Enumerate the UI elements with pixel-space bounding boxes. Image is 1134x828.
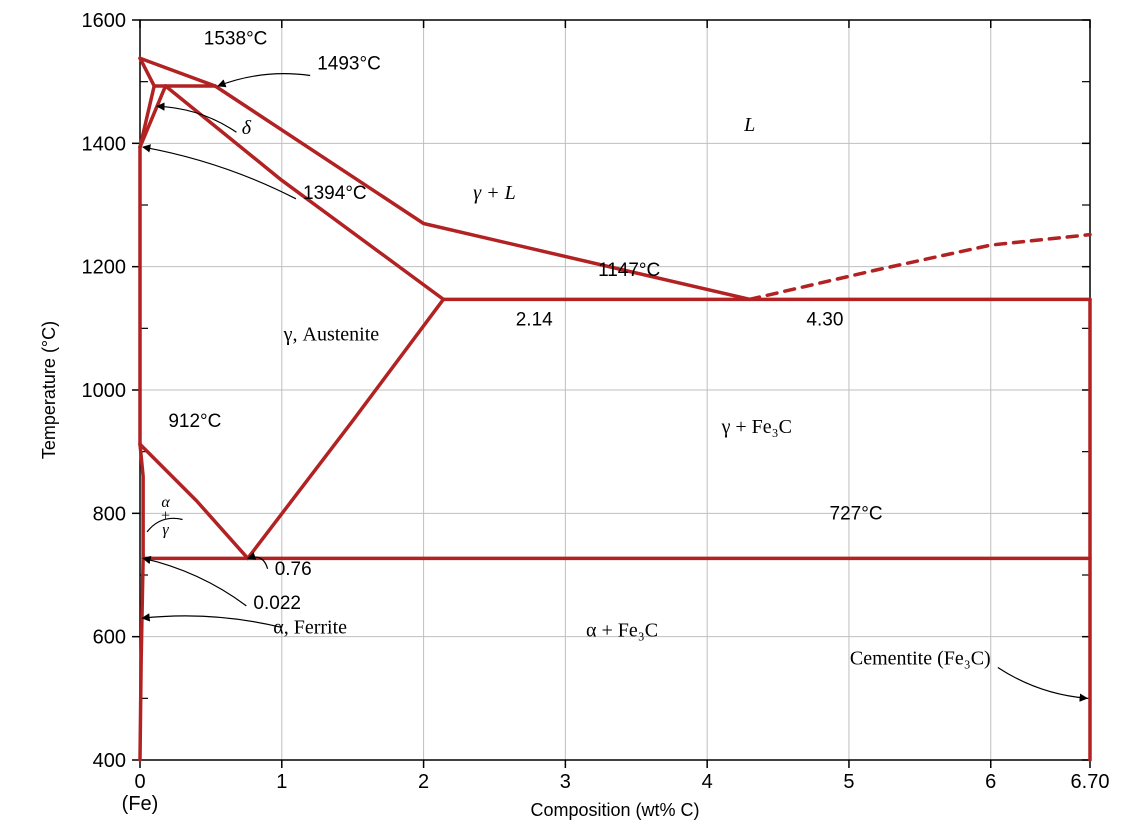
y-tick-1200: 1200	[82, 257, 127, 279]
label-delta-label: δ	[242, 117, 252, 139]
label-c214: 2.14	[516, 309, 553, 330]
y-tick-800: 800	[93, 503, 126, 525]
label-L-region: L	[743, 114, 755, 136]
x-axis-label: Composition (wt% C)	[530, 800, 699, 820]
x-tick-4: 4	[702, 771, 713, 793]
label-gamma-plus-fe3c: γ + Fe₃C	[721, 416, 792, 438]
label-t912: 912°C	[168, 411, 221, 432]
x-tick-5: 5	[843, 771, 854, 793]
label-alpha-plus-gamma-g: γ	[162, 521, 169, 538]
y-axis-label: Temperature (°C)	[39, 321, 59, 459]
label-gamma-plus-L: γ + L	[473, 182, 516, 204]
y-tick-1400: 1400	[82, 133, 127, 155]
label-c0022: 0.022	[253, 593, 301, 614]
label-gamma-austenite: γ, Austenite	[283, 324, 380, 346]
y-tick-1600: 1600	[82, 10, 127, 32]
x-tick-0: 0	[134, 771, 145, 793]
label-alpha-plus-fe3c: α + Fe₃C	[586, 620, 658, 642]
label-t1493: 1493°C	[317, 53, 381, 74]
label-t1538: 1538°C	[204, 29, 268, 50]
y-tick-1000: 1000	[82, 380, 127, 402]
y-tick-400: 400	[93, 750, 126, 772]
label-cementite-label: Cementite (Fe₃C)	[850, 647, 991, 669]
label-alpha-ferrite: α, Ferrite	[273, 617, 347, 639]
label-t1147: 1147°C	[598, 260, 660, 281]
x-tick-6: 6	[985, 771, 996, 793]
x-tick-1: 1	[276, 771, 287, 793]
phase-diagram: 0 1 2 3 4 5 6 6.70 (Fe) 400 600 800 1000 1200 1400 1600…	[0, 0, 1134, 828]
label-t1394: 1394°C	[303, 183, 367, 204]
x-origin-label: (Fe)	[122, 793, 159, 815]
label-t727: 727°C	[830, 504, 883, 525]
x-tick-3: 3	[560, 771, 571, 793]
label-c076: 0.76	[275, 559, 312, 580]
x-tick-2: 2	[418, 771, 429, 793]
y-tick-600: 600	[93, 627, 126, 649]
x-tick-6.70: 6.70	[1071, 771, 1110, 793]
label-c430: 4.30	[806, 309, 843, 330]
